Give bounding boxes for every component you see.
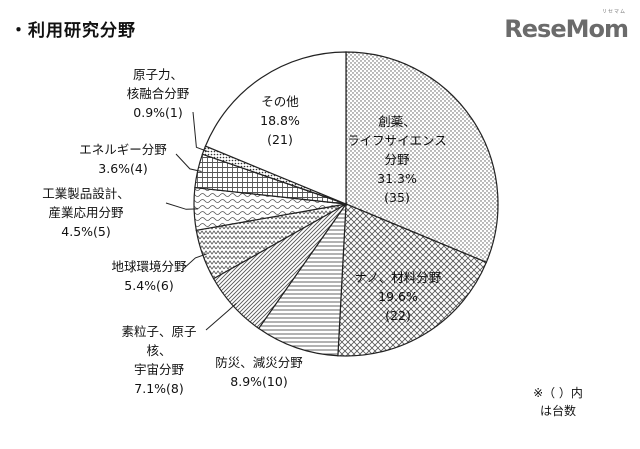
leader-line-3 [205, 303, 237, 331]
slice-label-nuclear-fusion: 原子力、 核融合分野 0.9%(1) [126, 67, 190, 120]
footnote: ※（ ）内 は台数 [533, 386, 583, 418]
leader-line-6 [175, 153, 202, 172]
pie-slice-1 [337, 203, 488, 357]
slice-label-earth-environment: 地球環境分野 5.4%(6) [111, 259, 187, 293]
slice-label-other: その他 18.8% (21) [260, 94, 300, 147]
slice-label-nano-materials: ナノ、材料分野 19.6% (22) [354, 270, 442, 323]
slice-label-disaster: 防災、減災分野 8.9%(10) [215, 355, 303, 389]
pie-slice-0 [345, 51, 499, 264]
leader-line-5 [165, 202, 199, 210]
logo-text: ReseMom [504, 15, 629, 43]
leader-line-7 [192, 111, 208, 152]
slice-label-particle-nuclear-space: 素粒子、原子 核、 宇宙分野 7.1%(8) [121, 324, 197, 396]
pie-slice-2 [257, 201, 347, 357]
logo-small-text: リセマム [601, 9, 626, 15]
pie-slice-8 [204, 51, 347, 205]
slice-label-industrial-design: 工業製品設計、 産業応用分野 4.5%(5) [42, 186, 130, 239]
resemom-logo: リセマム ReseMom [504, 8, 629, 43]
slice-label-drug-life: 創薬、 ライフサイエンス 分野 31.3% (35) [347, 114, 447, 205]
leader-line-4 [181, 253, 207, 271]
chart-title: ・利用研究分野 [10, 21, 136, 41]
slice-label-energy: エネルギー分野 3.6%(4) [79, 142, 167, 176]
